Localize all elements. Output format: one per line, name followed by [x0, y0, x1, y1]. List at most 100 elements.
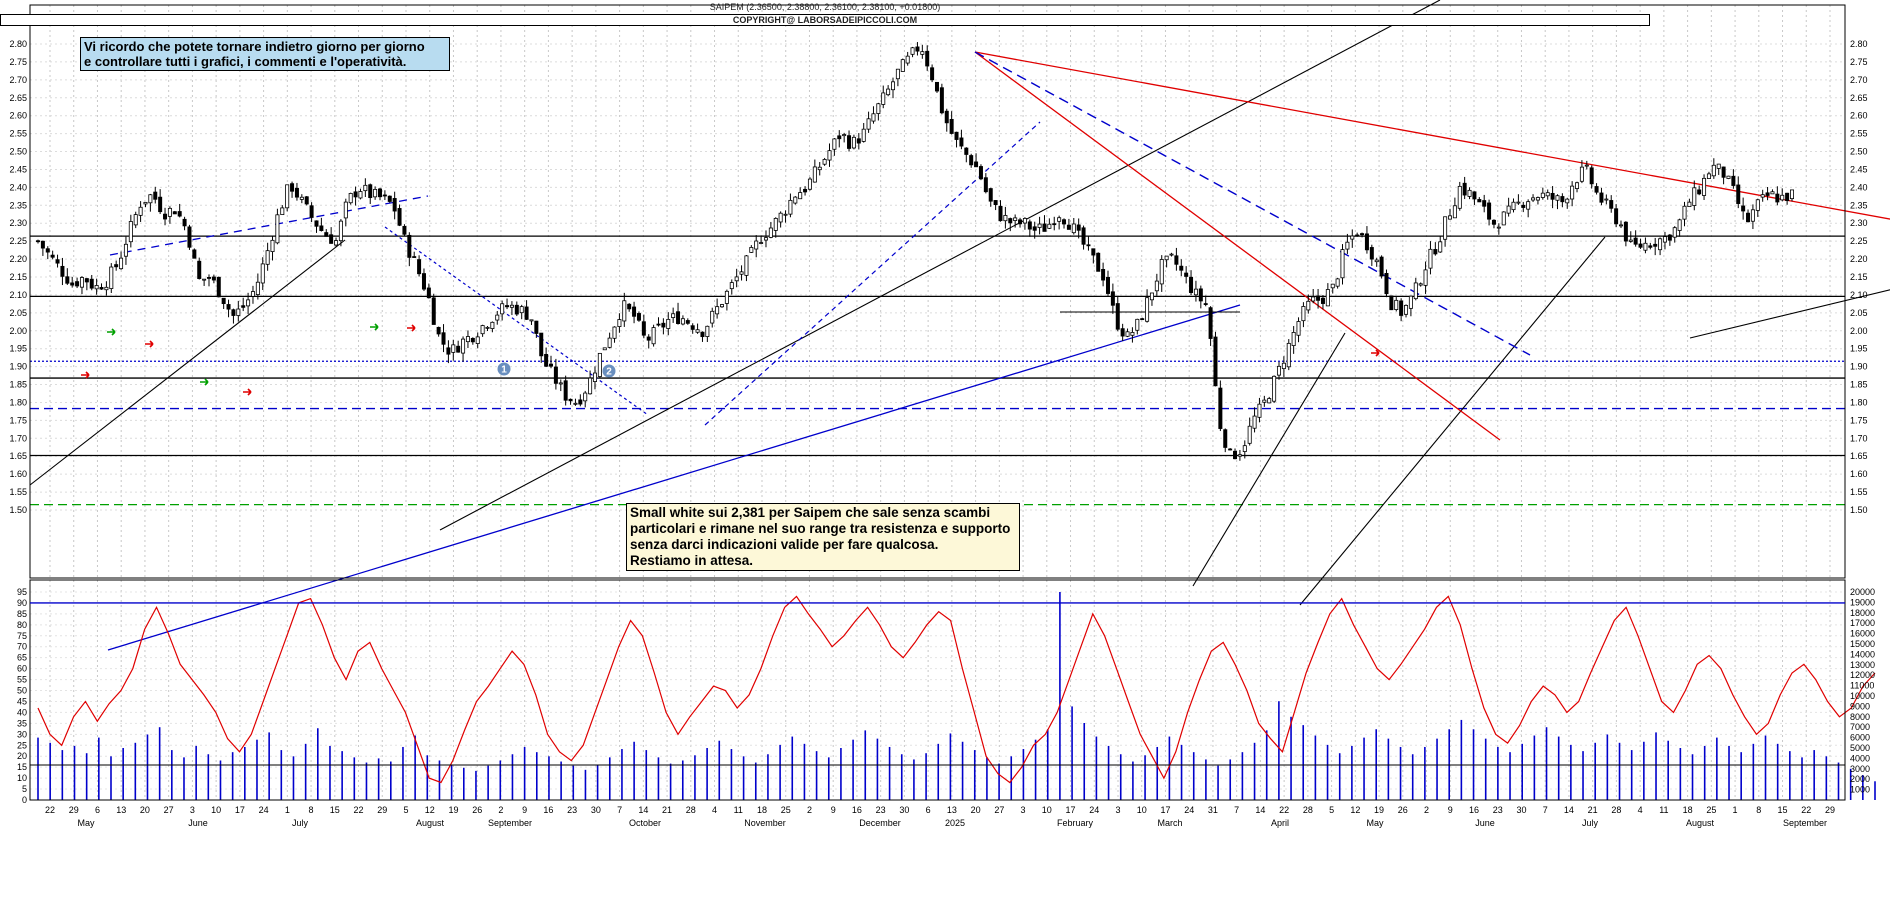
trendline	[439, 0, 1441, 531]
candle-up	[519, 306, 524, 314]
candle-up	[895, 68, 900, 80]
candle-down	[417, 259, 422, 275]
candle-up	[759, 242, 764, 244]
signal-arrow-icon	[407, 324, 416, 332]
candle-up	[881, 92, 886, 105]
price-tick-left: 1.60	[9, 469, 27, 479]
candle-down	[1101, 269, 1106, 281]
volume-tick-right: 7000	[1850, 722, 1870, 732]
candle-down	[241, 305, 246, 308]
volume-tick-right: 15000	[1850, 639, 1875, 649]
candle-up	[1296, 321, 1301, 336]
candle-up	[1677, 219, 1682, 231]
price-tick-right: 2.00	[1850, 326, 1868, 336]
price-tick-left: 2.75	[9, 57, 27, 67]
signal-arrow-icon	[200, 378, 209, 386]
candle-up	[1443, 216, 1448, 240]
x-day-tick: 22	[1279, 805, 1289, 815]
wave-marker	[602, 364, 616, 378]
candle-down	[192, 249, 197, 259]
price-frame	[29, 4, 1846, 579]
candle-up	[798, 192, 803, 200]
candle-up	[1716, 163, 1721, 169]
wave-marker	[497, 362, 511, 376]
candle-up	[1413, 282, 1418, 300]
candle-down	[983, 177, 988, 193]
price-tick-right: 2.65	[1850, 93, 1868, 103]
candle-down	[1775, 193, 1780, 203]
x-day-tick: 30	[591, 805, 601, 815]
candle-down	[544, 353, 549, 367]
candle-up	[617, 319, 622, 327]
candle-up	[363, 184, 368, 192]
volume-tick-right: 12000	[1850, 670, 1875, 680]
osc-tick-left: 55	[17, 675, 27, 685]
x-day-tick: 1	[1733, 805, 1738, 815]
candle-down	[563, 380, 568, 401]
candle-up	[1242, 445, 1247, 452]
candle-down	[1364, 233, 1369, 251]
candle-up	[710, 310, 715, 324]
candle-down	[1482, 200, 1487, 207]
candle-down	[553, 366, 558, 384]
x-day-tick: 23	[876, 805, 886, 815]
candles	[36, 42, 1795, 461]
candle-down	[1198, 288, 1203, 302]
candle-up	[1501, 211, 1506, 226]
candle-up	[602, 347, 607, 351]
candle-up	[1125, 331, 1130, 337]
candle-up	[851, 136, 856, 149]
candle-down	[568, 398, 573, 402]
candle-up	[133, 214, 138, 226]
x-day-tick: 26	[472, 805, 482, 815]
candle-down	[1746, 212, 1751, 223]
candle-up	[1350, 235, 1355, 240]
candle-up	[236, 308, 241, 316]
candle-up	[475, 336, 480, 344]
candle-up	[1340, 249, 1345, 279]
candle-up	[861, 128, 866, 142]
candle-up	[749, 247, 754, 253]
candle-down	[402, 226, 407, 235]
candle-down	[1433, 249, 1438, 255]
candle-down	[524, 306, 529, 320]
candle-up	[1003, 215, 1008, 222]
candle-up	[905, 55, 910, 64]
candle-up	[680, 318, 685, 325]
candle-down	[1223, 429, 1228, 448]
x-day-tick: 17	[235, 805, 245, 815]
candle-up	[1374, 259, 1379, 263]
candle-up	[275, 214, 280, 244]
comment-line-2: particolari e rimane nel suo range tra r…	[630, 521, 1011, 536]
wave-marker-label: 2	[606, 367, 612, 378]
candle-up	[1022, 218, 1027, 224]
candle-down	[578, 399, 583, 405]
candle-down	[89, 278, 94, 289]
candle-down	[1027, 221, 1032, 230]
candle-down	[456, 345, 461, 353]
signal-arrow-icon	[145, 340, 154, 348]
price-tick-left: 1.70	[9, 433, 27, 443]
x-day-tick: 5	[1329, 805, 1334, 815]
candle-down	[324, 232, 329, 237]
candle-up	[123, 243, 128, 257]
candle-down	[1208, 307, 1213, 339]
candle-down	[1521, 204, 1526, 208]
candle-down	[1213, 336, 1218, 387]
x-day-tick: 18	[1683, 805, 1693, 815]
price-tick-left: 1.90	[9, 362, 27, 372]
candle-down	[407, 234, 412, 258]
candle-down	[1018, 219, 1023, 225]
x-month-label: 2025	[945, 818, 965, 828]
signal-arrow-icon	[243, 388, 252, 396]
x-day-tick: 19	[1374, 805, 1384, 815]
candle-up	[1790, 189, 1795, 200]
trendline	[29, 239, 346, 486]
candle-down	[944, 110, 949, 124]
candle-up	[1452, 205, 1457, 219]
candle-down	[1560, 196, 1565, 203]
candle-up	[592, 372, 597, 382]
candle-down	[1648, 245, 1653, 248]
candle-down	[187, 226, 192, 248]
